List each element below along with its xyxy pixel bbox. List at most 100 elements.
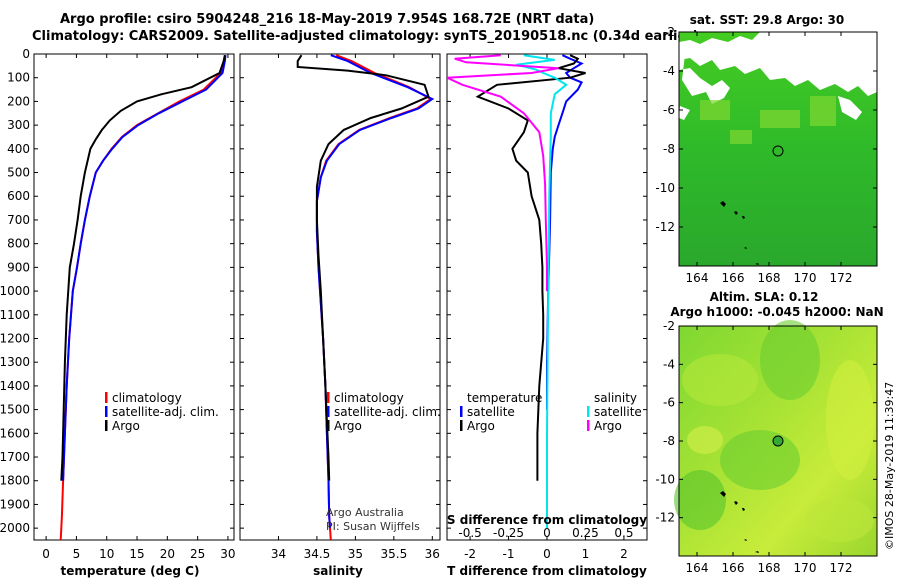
x-tick-label: 34	[271, 547, 286, 561]
legend-argo: Argo	[334, 419, 362, 433]
map-x-label: 170	[794, 561, 817, 575]
legend-swatch-s-satellite	[587, 406, 590, 417]
temperature-lines	[59, 55, 227, 540]
x-tick-label: 30	[220, 547, 235, 561]
legend-temperature-title: temperature	[467, 391, 542, 405]
difference-x-axis: -2 -1 0 1 2	[464, 54, 628, 561]
sla-axes-ticks: -2 -4 -6 -8 -10 -12 164 166 168 170 172	[655, 319, 877, 575]
map-y-label: -2	[663, 319, 675, 333]
legend-swatch-argo	[327, 420, 330, 431]
legend-swatch-t-argo	[460, 420, 463, 431]
map-x-label: 168	[758, 271, 781, 285]
map-x-label: 166	[722, 561, 745, 575]
map-y-label: -12	[655, 511, 675, 525]
temperature-xlabel: temperature (deg C)	[61, 564, 200, 578]
x-tick-label: 35	[348, 547, 363, 561]
legend-s-argo: Argo	[594, 419, 622, 433]
series-line-argo	[60, 55, 226, 481]
sst-patches	[700, 96, 836, 144]
x-tick-label: 34.5	[304, 547, 331, 561]
x-tick-label: 1	[582, 547, 590, 561]
salinity-legend: climatology satellite-adj. clim. Argo Ar…	[326, 391, 441, 533]
s-diff-tick-label: 0	[543, 526, 551, 540]
header-line2: Climatology: CARS2009. Satellite-adjuste…	[32, 29, 699, 44]
difference-lines	[447, 54, 586, 529]
y-tick-label: 1100	[0, 308, 30, 322]
map-x-label: 168	[758, 561, 781, 575]
s-diff-tick-label: 0.25	[572, 526, 599, 540]
y-tick-label: 900	[7, 260, 30, 274]
x-tick-label: 5	[73, 547, 81, 561]
annotation-line2: PI: Susan Wijffels	[326, 520, 420, 533]
salinity-xlabel: salinity	[313, 564, 363, 578]
salinity-diff-label: S difference from climatology	[447, 513, 647, 527]
legend-argo: Argo	[112, 419, 140, 433]
x-tick-label: 0	[543, 547, 551, 561]
legend-swatch-s-argo	[587, 420, 590, 431]
series-line-climatology	[315, 54, 433, 540]
series-line-satellite-adj-clim-	[62, 55, 227, 481]
sla-title: Altim. SLA: 0.12	[710, 290, 819, 304]
y-tick-label: 300	[7, 118, 30, 132]
map-y-label: -4	[663, 357, 675, 371]
x-tick-label: -2	[464, 547, 476, 561]
legend-salinity-title: salinity	[594, 391, 637, 405]
sst-title: sat. SST: 29.8 Argo: 30	[690, 13, 844, 27]
y-tick-label: 200	[7, 94, 30, 108]
y-tick-label: 2000	[0, 521, 30, 535]
legend-satellite: satellite-adj. clim.	[334, 405, 441, 419]
temperature-axes	[33, 53, 235, 541]
series-line-argo	[296, 54, 430, 481]
sst-argo-marker	[772, 145, 784, 157]
map-x-label: 166	[722, 271, 745, 285]
salinity-diff-axis: -0.5 -0.25 0 0.25 0.5	[458, 526, 633, 540]
x-tick-label: -1	[503, 547, 515, 561]
y-tick-label: 400	[7, 142, 30, 156]
x-tick-label: 35.5	[380, 547, 407, 561]
y-tick-label: 1600	[0, 426, 30, 440]
sst-map	[678, 31, 878, 267]
header-line1: Argo profile: csiro 5904248_216 18-May-2…	[60, 12, 594, 27]
s-diff-tick-label: -0.5	[458, 526, 481, 540]
x-tick-label: 10	[99, 547, 114, 561]
map-y-label: -10	[655, 472, 675, 486]
y-tick-label: 1300	[0, 355, 30, 369]
map-y-label: -8	[663, 142, 675, 156]
map-y-label: -2	[663, 25, 675, 39]
temperature-legend: climatology satellite-adj. clim. Argo	[105, 391, 219, 433]
y-tick-label: 700	[7, 213, 30, 227]
legend-swatch-climatology	[327, 392, 330, 403]
x-tick-label: 25	[190, 547, 205, 561]
difference-legend: temperature satellite Argo salinity sate…	[460, 391, 642, 433]
sst-axes-ticks: -2 -4 -6 -8 -10 -12 164 166 168 170 172	[655, 25, 877, 285]
salinity-axes	[239, 53, 441, 541]
map-y-label: -6	[663, 103, 675, 117]
difference-xlabel: T difference from climatology	[447, 564, 647, 578]
y-tick-label: 1200	[0, 331, 30, 345]
series-line-s-argo	[447, 54, 559, 292]
salinity-lines	[296, 54, 435, 540]
sst-cloud-mask	[679, 32, 877, 120]
x-tick-label: 36	[425, 547, 440, 561]
sla-argo-marker	[772, 435, 784, 447]
map-y-label: -10	[655, 181, 675, 195]
legend-s-satellite: satellite	[594, 405, 642, 419]
map-y-label: -8	[663, 434, 675, 448]
map-y-label: -4	[663, 64, 675, 78]
y-tick-label: 600	[7, 189, 30, 203]
credit: ©IMOS 28-May-2019 11:39:47	[883, 382, 896, 550]
x-tick-label: 20	[160, 547, 175, 561]
x-tick-label: 15	[129, 547, 144, 561]
legend-swatch-argo	[105, 420, 108, 431]
annotation-line1: Argo Australia	[326, 506, 404, 519]
legend-climatology: climatology	[334, 391, 404, 405]
legend-climatology: climatology	[112, 391, 182, 405]
s-diff-tick-label: 0.5	[614, 526, 633, 540]
sla-map	[674, 320, 878, 557]
y-tick-label: 500	[7, 166, 30, 180]
map-x-label: 172	[830, 561, 853, 575]
map-y-label: -12	[655, 220, 675, 234]
y-tick-label: 800	[7, 237, 30, 251]
legend-swatch-satellite	[105, 406, 108, 417]
series-line-t-argo	[475, 54, 586, 481]
